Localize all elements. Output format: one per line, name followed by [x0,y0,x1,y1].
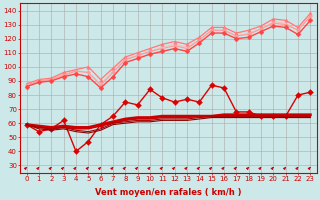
X-axis label: Vent moyen/en rafales ( km/h ): Vent moyen/en rafales ( km/h ) [95,188,242,197]
